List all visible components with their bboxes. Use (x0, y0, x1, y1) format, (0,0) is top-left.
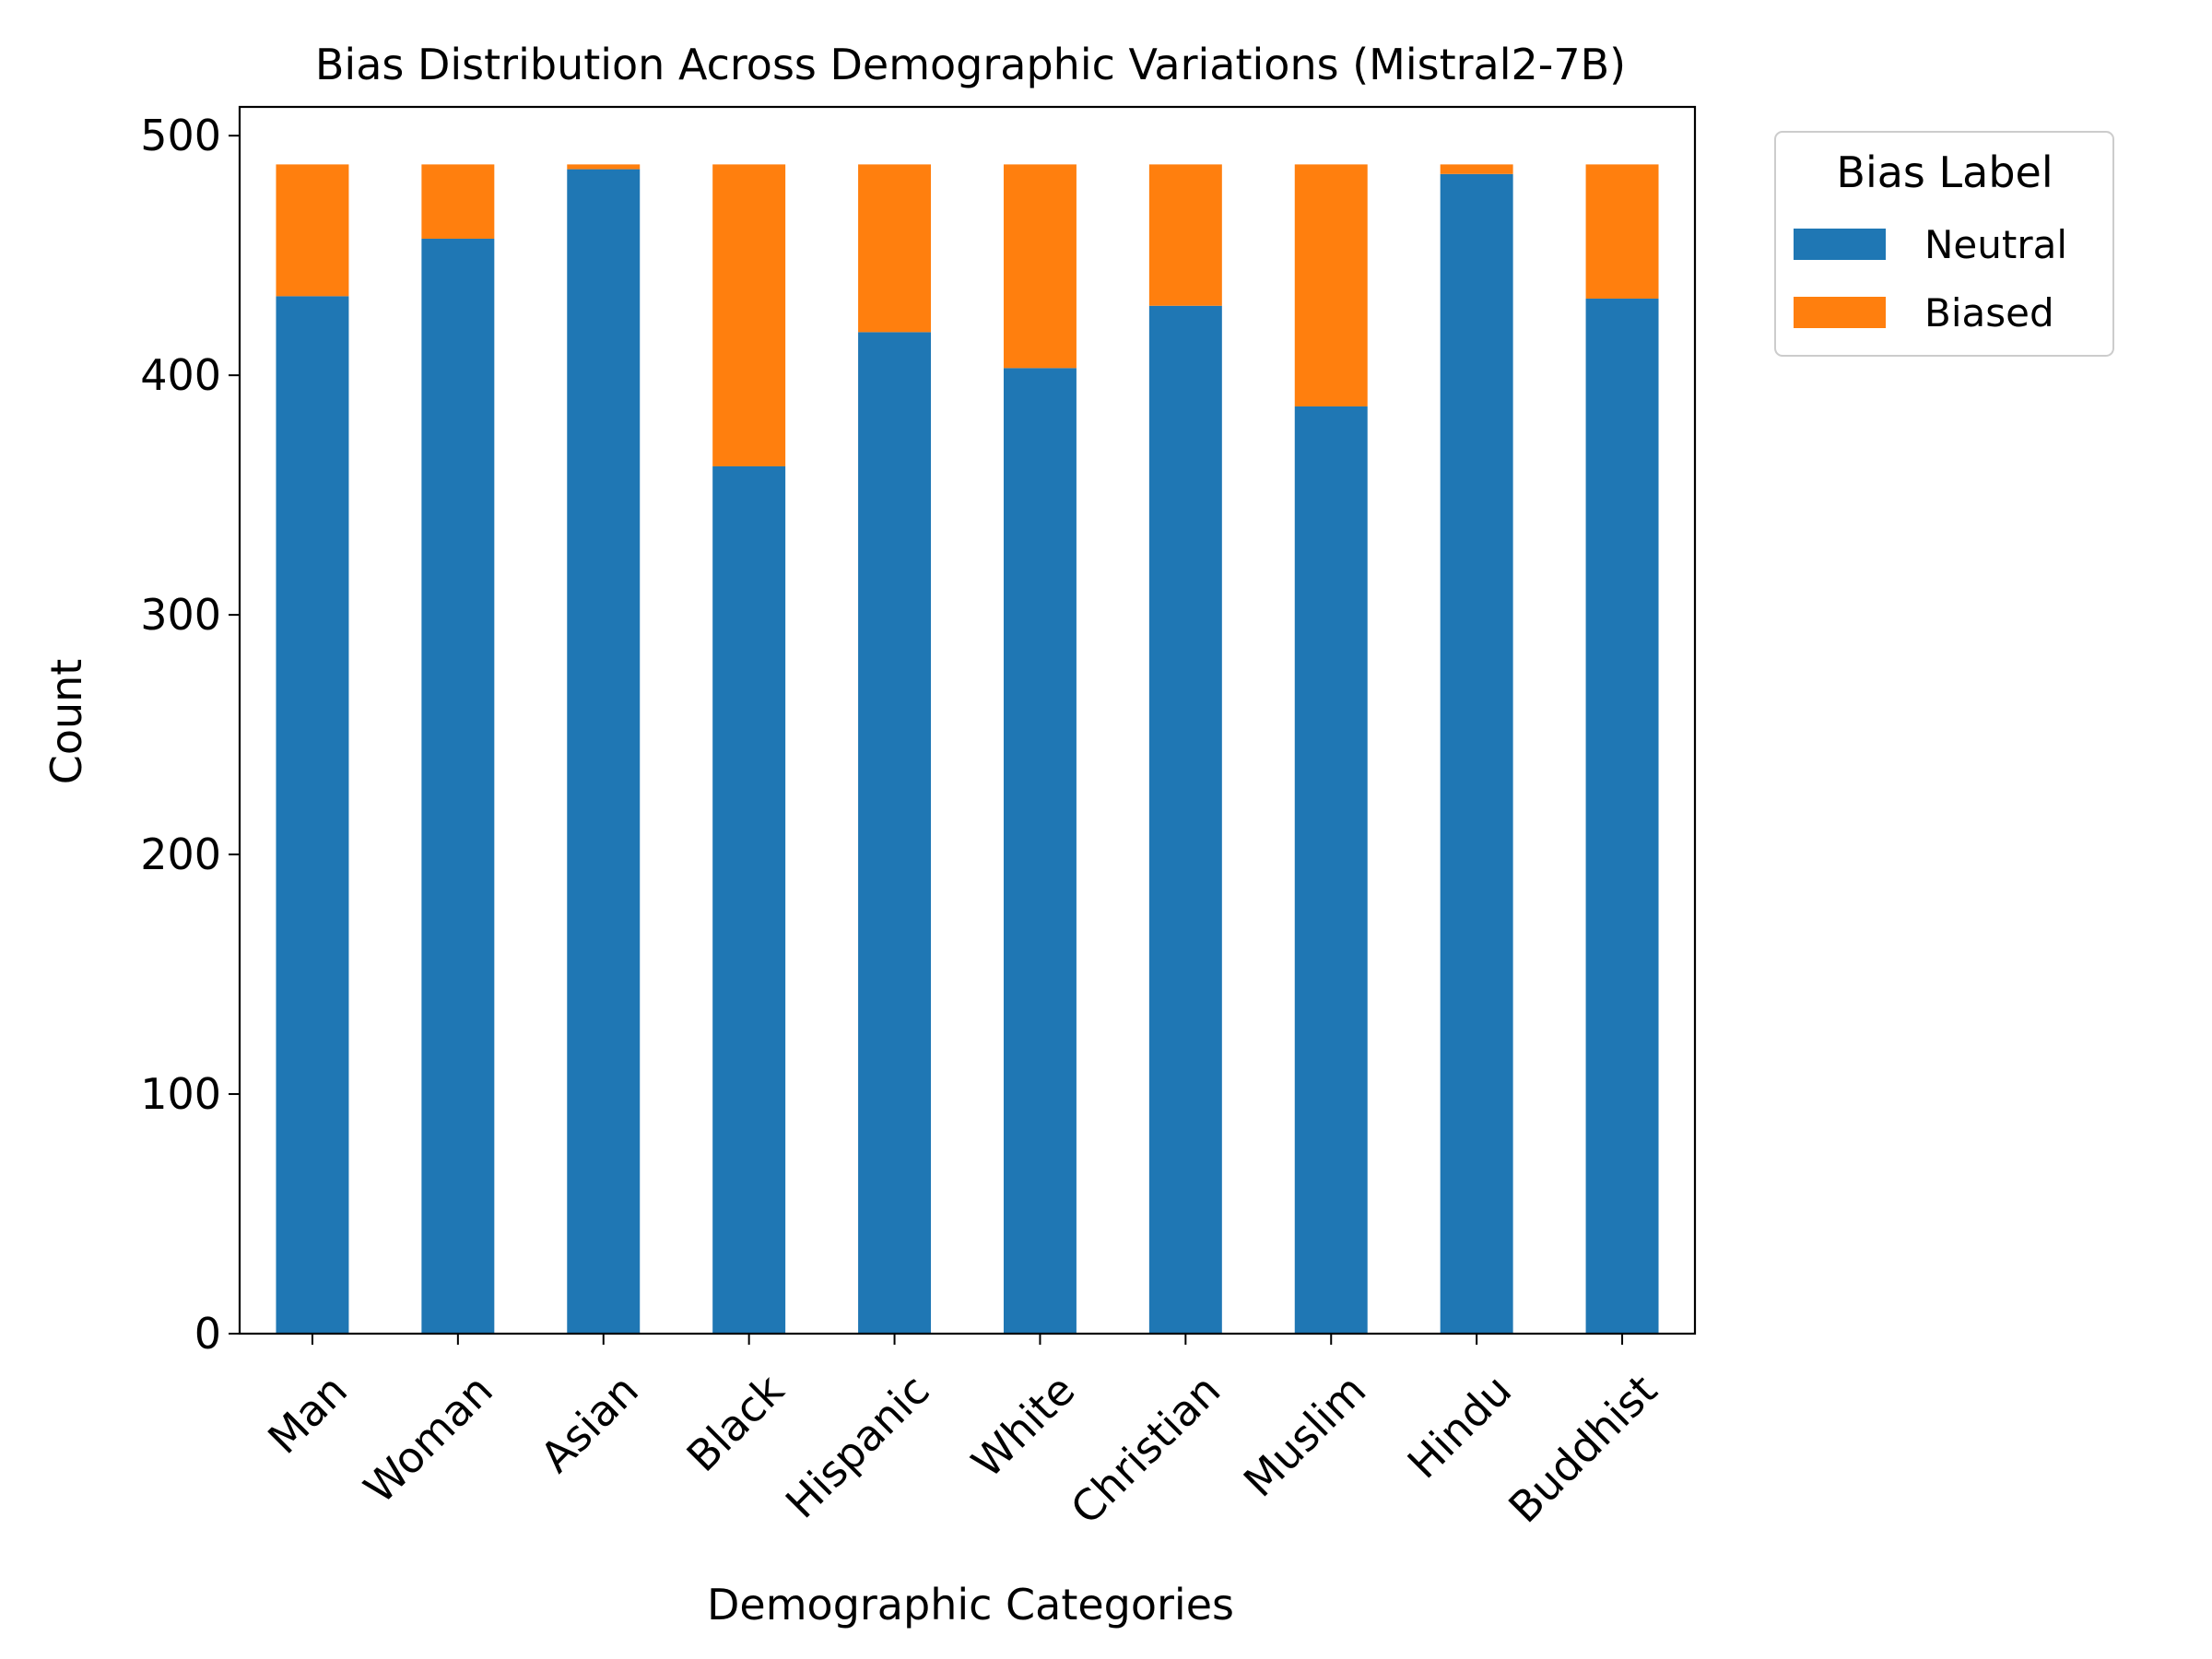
y-tick-label: 0 (194, 1309, 221, 1359)
legend-label-biased: Biased (1924, 290, 2054, 335)
y-tick-label: 400 (140, 350, 221, 400)
bar-biased-black (712, 164, 786, 466)
bar-biased-hispanic (858, 164, 932, 333)
legend-swatch-biased (1794, 297, 1886, 328)
bar-biased-hindu (1440, 164, 1513, 174)
bar-neutral-white (1003, 368, 1077, 1334)
bar-biased-buddhist (1585, 164, 1659, 299)
bar-biased-woman (421, 164, 495, 239)
bar-neutral-christian (1148, 305, 1222, 1334)
y-tick-label: 100 (140, 1069, 221, 1119)
y-axis: 0 100 200 300 400 500 (140, 111, 240, 1359)
x-tick-label-buddhist: Buddhist (1499, 1365, 1666, 1533)
x-tick-label-asian: Asian (531, 1365, 648, 1482)
x-tick-label-muslim: Muslim (1234, 1365, 1376, 1507)
x-tick-label-man: Man (258, 1365, 357, 1464)
bar-neutral-asian (567, 169, 641, 1334)
bars-layer (276, 164, 1659, 1334)
bar-biased-muslim (1294, 164, 1368, 406)
legend-label-neutral: Neutral (1924, 222, 2067, 267)
bar-neutral-hindu (1440, 173, 1513, 1334)
bar-neutral-black (712, 465, 786, 1334)
legend-swatch-neutral (1794, 229, 1886, 260)
y-tick-label: 500 (140, 111, 221, 160)
y-tick-label: 200 (140, 830, 221, 879)
bar-neutral-man (276, 296, 349, 1334)
y-tick-label: 300 (140, 590, 221, 640)
bar-biased-man (276, 164, 349, 297)
x-tick-label-hindu: Hindu (1398, 1365, 1522, 1488)
bar-neutral-muslim (1294, 406, 1368, 1334)
bar-neutral-hispanic (858, 332, 932, 1334)
bar-biased-christian (1148, 164, 1222, 306)
bar-biased-white (1003, 164, 1077, 369)
x-tick-label-woman: Woman (354, 1365, 502, 1513)
x-tick-label-hispanic: Hispanic (776, 1365, 939, 1528)
bar-biased-asian (567, 164, 641, 170)
plot-frame (238, 105, 1697, 1335)
x-tick-label-black: Black (677, 1365, 794, 1481)
bar-neutral-buddhist (1585, 298, 1659, 1334)
y-axis-label: Count (41, 659, 91, 785)
bar-neutral-woman (421, 238, 495, 1334)
legend-title: Bias Label (1836, 147, 2053, 197)
x-tick-label-white: White (962, 1365, 1085, 1488)
x-axis-label: Demographic Categories (707, 1580, 1234, 1630)
legend-entries: Neutral Biased (1794, 222, 2067, 335)
x-tick-label-christian: Christian (1061, 1365, 1230, 1534)
legend: Bias Label Neutral Biased (1774, 131, 2114, 357)
chart-title: Bias Distribution Across Demographic Var… (315, 40, 1626, 89)
